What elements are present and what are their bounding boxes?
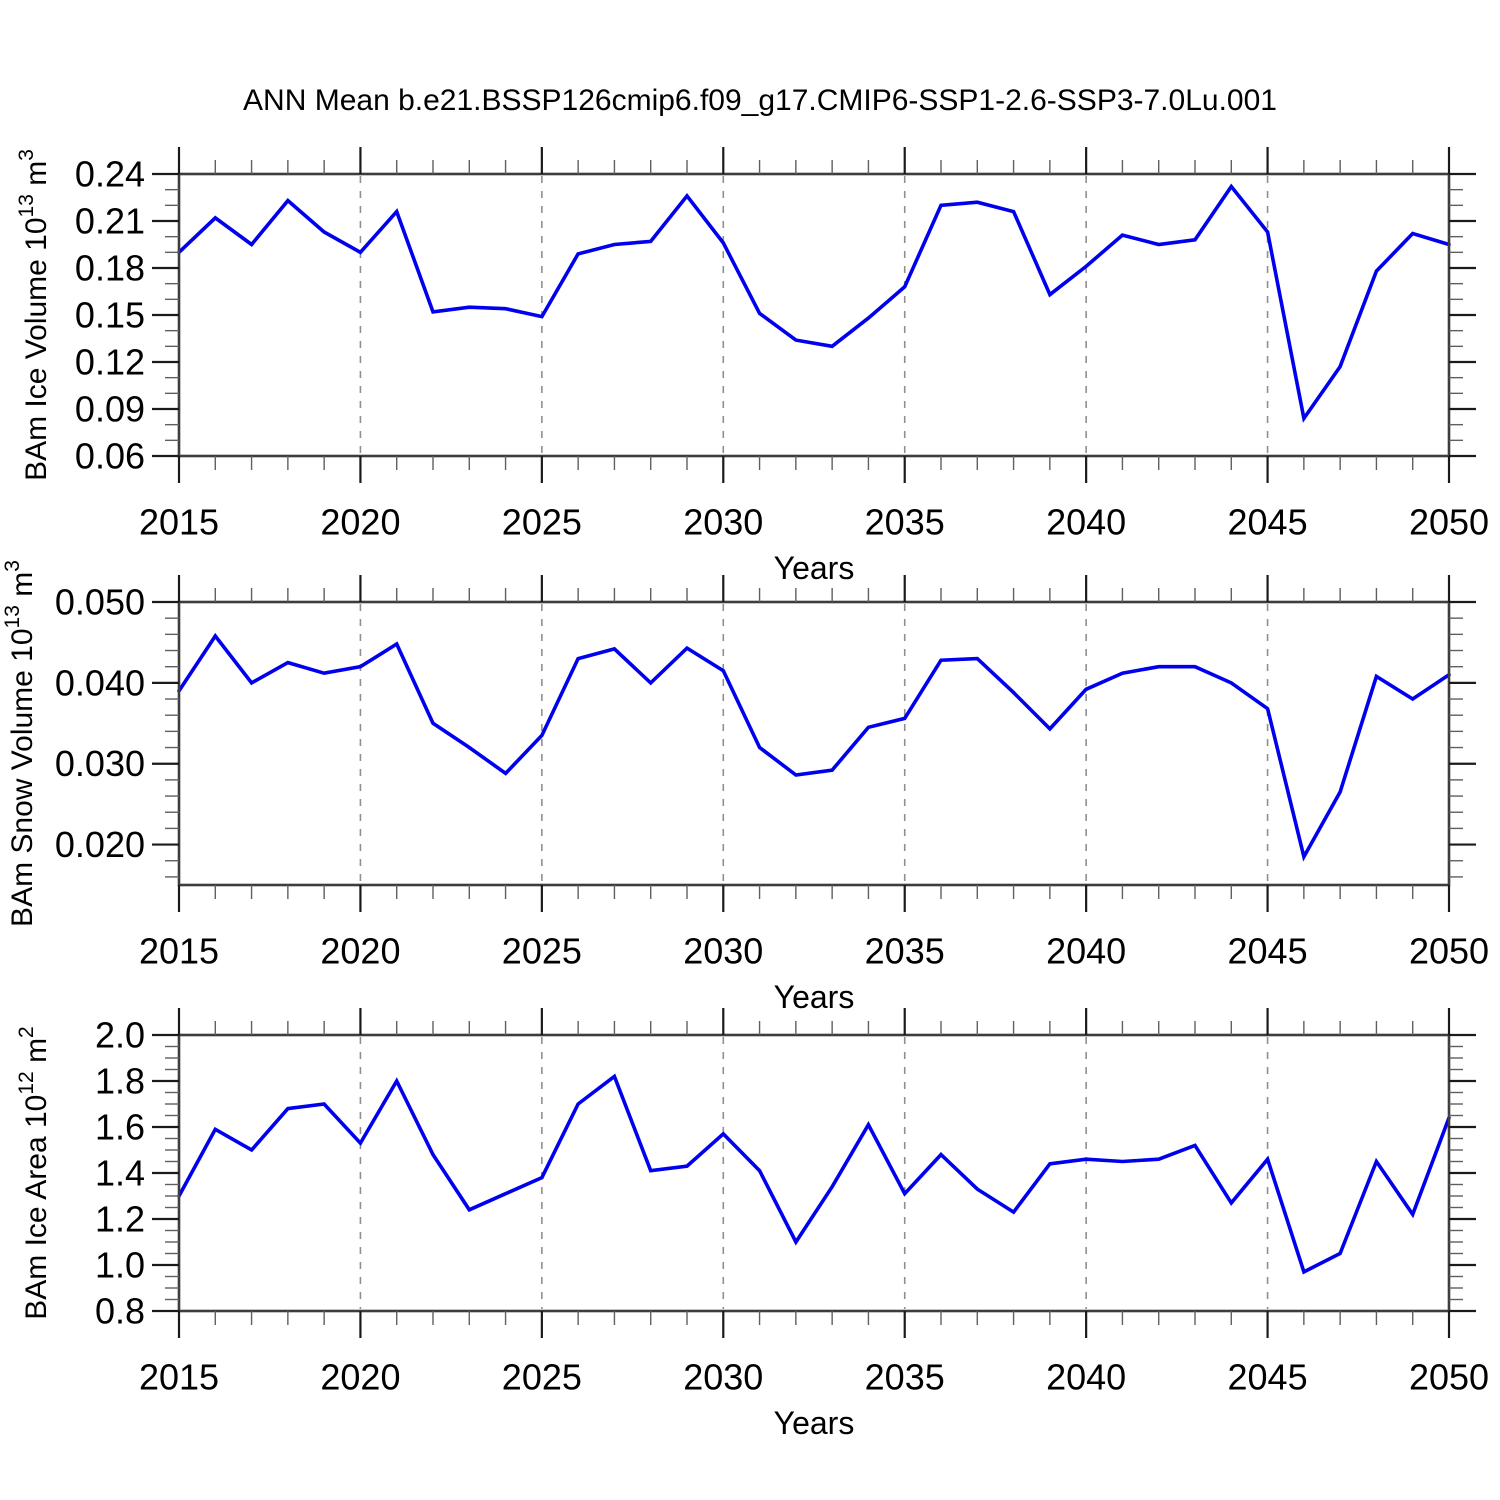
y-tick-label: 0.18 <box>75 248 145 289</box>
x-tick-label: 2050 <box>1409 502 1489 543</box>
y-ticks-bam-ice-area: 0.8 1.0 1.2 1.4 1.6 1.8 2.0 <box>95 1015 1476 1332</box>
gridlines-bam-ice-volume <box>359 176 1269 454</box>
x-tick-label: 2015 <box>139 502 219 543</box>
y-axis-title-bam-ice-volume: BAm Ice Volume 1013 m3 <box>15 149 53 481</box>
x-tick-label: 2015 <box>139 1357 219 1398</box>
y-axis-title-bam-ice-area: BAm Ice Area 1012 m2 <box>15 1026 53 1320</box>
y-tick-label: 0.09 <box>75 389 145 430</box>
y-axis-title-bam-snow-volume: BAm Snow Volume 1013 m3 <box>1 560 39 927</box>
chart-title: ANN Mean b.e21.BSSP126cmip6.f09_g17.CMIP… <box>243 84 1277 117</box>
x-axis-title: Years <box>774 979 855 1015</box>
x-ticks-bam-ice-area <box>177 1008 1451 1338</box>
x-tick-label: 2045 <box>1228 1357 1308 1398</box>
y-tick-label: 2.0 <box>95 1015 145 1056</box>
x-tick-label: 2030 <box>683 931 763 972</box>
x-tick-label: 2025 <box>502 502 582 543</box>
x-tick-label: 2020 <box>320 1357 400 1398</box>
x-tick-label: 2050 <box>1409 1357 1489 1398</box>
x-tick-label: 2050 <box>1409 931 1489 972</box>
x-tick-label: 2035 <box>865 931 945 972</box>
x-tick-label: 2025 <box>502 931 582 972</box>
x-tick-label: 2020 <box>320 931 400 972</box>
x-axis-title: Years <box>774 1405 855 1441</box>
y-tick-label: 1.4 <box>95 1153 145 1194</box>
y-tick-label: 0.06 <box>75 436 145 477</box>
x-ticks-bam-ice-volume <box>177 147 1451 483</box>
x-tick-label: 2035 <box>865 502 945 543</box>
x-tick-label: 2015 <box>139 931 219 972</box>
y-tick-label: 1.6 <box>95 1107 145 1148</box>
gridlines-bam-ice-area <box>359 1037 1269 1309</box>
y-ticks-bam-ice-volume: 0.06 0.09 0.12 0.15 0.18 0.21 0.24 <box>75 154 1476 477</box>
y-tick-label: 0.21 <box>75 201 145 242</box>
bam-ice-volume-line <box>177 183 1451 423</box>
x-tick-label: 2030 <box>683 502 763 543</box>
panel-bam-ice-volume: 0.06 0.09 0.12 0.15 0.18 0.21 0.24 2015 2020 2025… <box>15 147 1489 586</box>
y-tick-label: 0.030 <box>55 743 145 784</box>
x-tick-label: 2025 <box>502 1357 582 1398</box>
x-labels-bam-ice-volume: 2015 2020 2025 2030 2035 2040 2045 2050 Years <box>139 502 1489 587</box>
x-tick-label: 2030 <box>683 1357 763 1398</box>
y-tick-label: 0.15 <box>75 295 145 336</box>
bam-ice-area-line <box>177 1073 1451 1275</box>
x-ticks-bam-snow-volume <box>177 575 1451 912</box>
y-tick-label: 0.12 <box>75 342 145 383</box>
y-tick-label: 0.050 <box>55 582 145 623</box>
y-ticks-bam-snow-volume: 0.020 0.030 0.040 0.050 <box>55 582 1476 878</box>
x-labels-bam-ice-area: 2015 2020 2025 2030 2035 2040 2045 2050 Years <box>139 1357 1489 1442</box>
panel-bam-snow-volume: 0.020 0.030 0.040 0.050 2015 2020 2025 2030 2035… <box>1 560 1489 1015</box>
gridlines-bam-snow-volume <box>359 604 1269 883</box>
x-axis-title: Years <box>774 550 855 586</box>
plot-box-bam-snow-volume <box>177 600 1451 887</box>
x-tick-label: 2040 <box>1046 502 1126 543</box>
panel-bam-ice-area: 0.8 1.0 1.2 1.4 1.6 1.8 2.0 2015 2020 2025 2030 203… <box>15 1008 1489 1441</box>
x-tick-label: 2045 <box>1228 931 1308 972</box>
y-tick-label: 0.8 <box>95 1291 145 1332</box>
bam-snow-volume-line <box>177 632 1451 862</box>
x-tick-label: 2040 <box>1046 931 1126 972</box>
x-labels-bam-snow-volume: 2015 2020 2025 2030 2035 2040 2045 2050 Years <box>139 931 1489 1016</box>
x-tick-label: 2045 <box>1228 502 1308 543</box>
plot-box-bam-ice-volume <box>177 172 1451 458</box>
y-tick-label: 1.2 <box>95 1199 145 1240</box>
y-tick-label: 0.24 <box>75 154 145 195</box>
y-tick-label: 0.020 <box>55 824 145 865</box>
x-tick-label: 2035 <box>865 1357 945 1398</box>
y-tick-label: 1.8 <box>95 1061 145 1102</box>
y-tick-label: 1.0 <box>95 1245 145 1286</box>
x-tick-label: 2040 <box>1046 1357 1126 1398</box>
x-tick-label: 2020 <box>320 502 400 543</box>
plot-box-bam-ice-area <box>177 1033 1451 1313</box>
y-tick-label: 0.040 <box>55 662 145 703</box>
